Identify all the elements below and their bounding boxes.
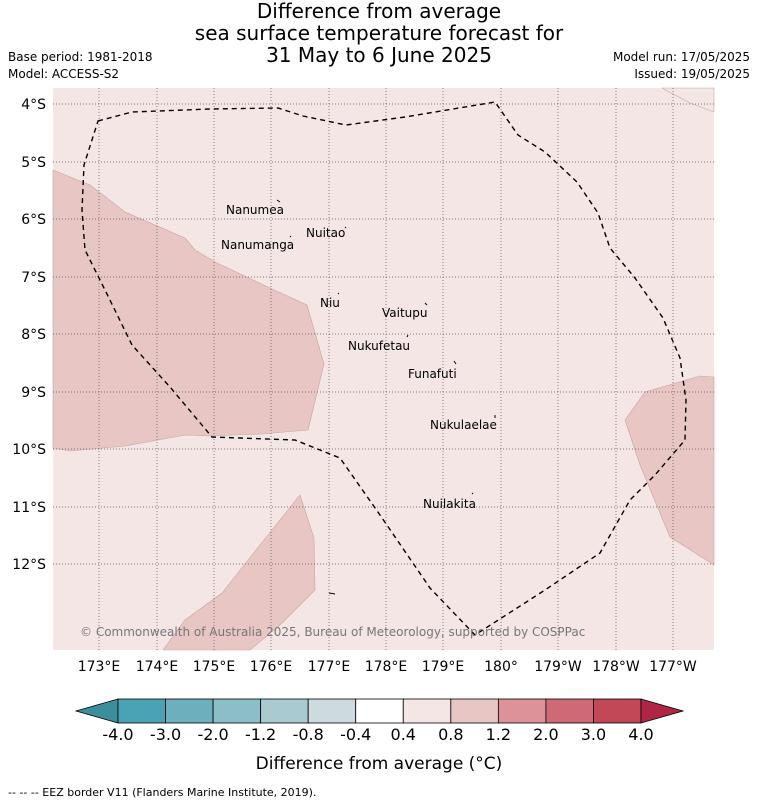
colorbar-swatch xyxy=(212,698,262,724)
colorbar-tick-label: -0.4 xyxy=(340,725,371,744)
anomaly-region-east xyxy=(624,375,715,566)
base-period: Base period: 1981-2018 xyxy=(8,50,153,64)
lat-label: 7°S xyxy=(21,270,46,286)
colorbar-tick-label: 2.0 xyxy=(533,725,558,744)
colorbar-swatch xyxy=(355,698,404,724)
lat-label: 10°S xyxy=(12,442,46,458)
lat-label: 9°S xyxy=(21,385,46,401)
model-name: Model: ACCESS-S2 xyxy=(8,67,120,81)
colorbar-tick-label: 0.4 xyxy=(391,725,416,744)
island-mark-nanumanga xyxy=(289,235,292,238)
latitude-labels: 4°S 5°S 6°S 7°S 8°S 9°S 10°S 11°S 12°S xyxy=(12,97,46,573)
colorbar-swatch xyxy=(402,698,452,724)
lon-label: 173°E xyxy=(78,659,121,675)
lon-label: 176°E xyxy=(250,659,293,675)
colorbar-swatch xyxy=(497,698,547,724)
island-mark-nanumea xyxy=(276,199,281,203)
island-mark-nukufetau xyxy=(406,334,409,338)
lon-label: 178°E xyxy=(365,659,408,675)
issued-date: Issued: 19/05/2025 xyxy=(634,67,750,81)
title-line-1: Difference from average xyxy=(256,0,502,23)
lon-label: 177°E xyxy=(308,659,351,675)
island-label-nanumea: Nanumea xyxy=(226,203,284,217)
island-mark-nuitao xyxy=(344,226,347,229)
lat-label: 8°S xyxy=(21,327,46,343)
colorbar-label: Difference from average (°C) xyxy=(256,754,503,774)
colorbar-tick-label: -0.8 xyxy=(293,725,324,744)
island-markers xyxy=(276,199,496,595)
colorbar-swatch xyxy=(260,698,309,724)
longitude-labels: 173°E 174°E 175°E 176°E 177°E 178°E 179°… xyxy=(78,659,697,675)
colorbar-tick-label: 1.2 xyxy=(486,725,511,744)
colorbar-tick-label: -4.0 xyxy=(102,725,133,744)
lon-label: 177°W xyxy=(649,659,697,675)
island-label-nukufetau: Nukufetau xyxy=(348,339,410,353)
island-mark-south xyxy=(328,592,336,595)
colorbar-extend-low xyxy=(74,698,119,724)
anomaly-region-west xyxy=(52,169,325,452)
colorbar-tick-label: 3.0 xyxy=(581,725,606,744)
lat-label: 5°S xyxy=(21,155,46,171)
lat-label: 11°S xyxy=(12,500,46,516)
colorbar-swatch xyxy=(545,698,594,724)
colorbar-tick-label: -3.0 xyxy=(150,725,181,744)
colorbar: -4.0 -3.0 -2.0 -1.2 -0.8 -0.4 0.4 0.8 1.2 2.0 3.0 4… xyxy=(74,698,685,744)
eez-footnote: -- -- -- EEZ border V11 (Flanders Marine… xyxy=(8,786,317,799)
island-mark-vaitupu xyxy=(424,302,428,306)
colorbar-swatch xyxy=(450,698,499,724)
colorbar-tick-label: 4.0 xyxy=(628,725,653,744)
eez-border xyxy=(81,101,687,636)
model-run: Model run: 17/05/2025 xyxy=(612,50,750,64)
gridlines xyxy=(53,88,714,650)
meta-left: Base period: 1981-2018 Model: ACCESS-S2 xyxy=(8,49,153,83)
lon-label: 179°E xyxy=(422,659,465,675)
colorbar-swatch xyxy=(165,698,214,724)
colorbar-tick-label: -1.2 xyxy=(245,725,276,744)
colorbar-swatch xyxy=(593,698,642,724)
lon-label: 178°W xyxy=(592,659,640,675)
island-label-nukulaelae: Nukulaelae xyxy=(430,418,497,432)
map-title: Difference from average sea surface temp… xyxy=(0,0,758,66)
title-line-3: 31 May to 6 June 2025 xyxy=(266,43,492,67)
island-mark-niu xyxy=(337,292,340,295)
colorbar-swatch xyxy=(117,698,166,724)
island-label-nuitao: Nuitao xyxy=(306,226,345,240)
island-mark-funafuti xyxy=(453,360,457,365)
lat-label: 6°S xyxy=(21,212,46,228)
anomaly-region-corner xyxy=(661,87,715,113)
lon-label: 174°E xyxy=(136,659,179,675)
island-label-nuilakita: Nuilakita xyxy=(423,497,476,511)
colorbar-tick-label: -2.0 xyxy=(197,725,228,744)
colorbar-tick-label: 0.8 xyxy=(438,725,463,744)
lat-label: 4°S xyxy=(21,97,46,113)
lon-label: 180° xyxy=(484,659,518,675)
island-mark-nuilakita xyxy=(471,492,474,495)
anomaly-region-south xyxy=(162,494,316,651)
copyright-notice: © Commonwealth of Australia 2025, Bureau… xyxy=(80,625,585,639)
island-label-vaitupu: Vaitupu xyxy=(382,306,428,320)
lon-label: 179°W xyxy=(534,659,582,675)
colorbar-extend-high xyxy=(640,698,685,724)
island-label-niu: Niu xyxy=(320,296,340,310)
lat-label: 12°S xyxy=(12,557,46,573)
island-label-funafuti: Funafuti xyxy=(408,367,457,381)
island-label-nanumanga: Nanumanga xyxy=(221,238,294,252)
title-line-2: sea surface temperature forecast for xyxy=(194,21,564,45)
meta-right: Model run: 17/05/2025 Issued: 19/05/2025 xyxy=(613,49,750,83)
colorbar-swatch xyxy=(307,698,357,724)
lon-label: 175°E xyxy=(193,659,236,675)
